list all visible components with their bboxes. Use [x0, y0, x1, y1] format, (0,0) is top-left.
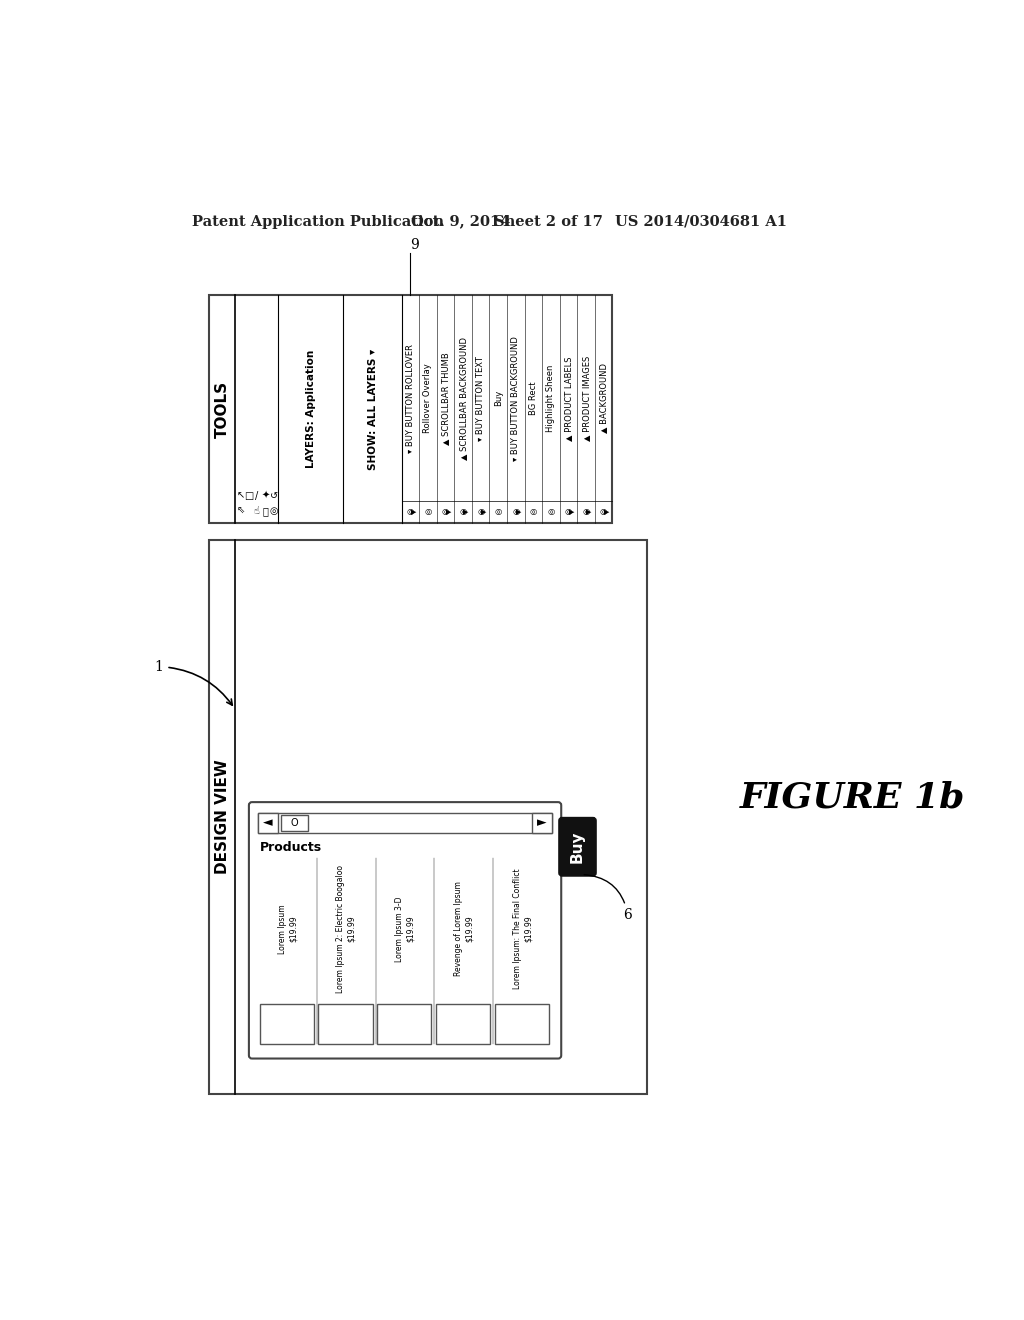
- Text: ▾ BUY BUTTON ROLLOVER: ▾ BUY BUTTON ROLLOVER: [406, 343, 415, 453]
- Text: Products: Products: [260, 841, 322, 854]
- Bar: [436, 1003, 490, 1044]
- Text: Highlight Sheen: Highlight Sheen: [547, 364, 555, 432]
- Text: ▲ BACKGROUND: ▲ BACKGROUND: [599, 363, 608, 433]
- Text: ◎: ◎: [529, 507, 537, 516]
- Text: ◎: ◎: [442, 507, 450, 516]
- FancyBboxPatch shape: [249, 803, 561, 1059]
- Bar: [318, 1003, 373, 1044]
- Bar: [377, 1003, 431, 1044]
- Text: ▶: ▶: [604, 508, 609, 515]
- Text: ▾ BUY BUTTON BACKGROUND: ▾ BUY BUTTON BACKGROUND: [511, 335, 520, 461]
- Text: ◎: ◎: [600, 507, 607, 516]
- Text: Lorem Ipsum 2: Electric Boogaloo
$19.99: Lorem Ipsum 2: Electric Boogaloo $19.99: [336, 865, 356, 993]
- Text: Buy: Buy: [570, 830, 585, 863]
- Text: ◎: ◎: [565, 507, 572, 516]
- Text: ▶: ▶: [587, 508, 592, 515]
- Text: BG Rect: BG Rect: [528, 381, 538, 414]
- Text: Patent Application Publication: Patent Application Publication: [191, 215, 443, 228]
- Bar: [260, 1003, 313, 1044]
- Text: ►: ►: [537, 816, 547, 829]
- Text: ◎: ◎: [495, 507, 502, 516]
- Text: /: /: [255, 491, 258, 500]
- Text: Lorem Ipsum 3-D
$19.99: Lorem Ipsum 3-D $19.99: [395, 896, 415, 961]
- Bar: [281, 816, 308, 830]
- Text: ▾ BUY BUTTON TEXT: ▾ BUY BUTTON TEXT: [476, 356, 485, 441]
- Text: TOOLS: TOOLS: [215, 380, 230, 438]
- Text: 1: 1: [155, 660, 232, 705]
- Text: ▲ SCROLLBAR THUMB: ▲ SCROLLBAR THUMB: [441, 352, 450, 445]
- Bar: [531, 813, 552, 833]
- FancyBboxPatch shape: [559, 817, 596, 876]
- Text: ◎: ◎: [424, 507, 431, 516]
- Text: SHOW: ALL LAYERS ▾: SHOW: ALL LAYERS ▾: [368, 348, 378, 470]
- Text: ▶: ▶: [481, 508, 486, 515]
- Text: ▶: ▶: [445, 508, 452, 515]
- Text: ▲ SCROLLBAR BACKGROUND: ▲ SCROLLBAR BACKGROUND: [459, 337, 468, 459]
- Text: ◎: ◎: [547, 507, 555, 516]
- Text: 6: 6: [584, 875, 632, 923]
- Text: Oct. 9, 2014: Oct. 9, 2014: [411, 215, 510, 228]
- Text: ☝: ☝: [254, 506, 260, 516]
- Text: ◎: ◎: [477, 507, 484, 516]
- Text: ◄: ◄: [263, 816, 273, 829]
- Text: 9: 9: [410, 239, 419, 252]
- Text: ▶: ▶: [411, 508, 416, 515]
- Text: ◎: ◎: [583, 507, 590, 516]
- Text: ↖: ↖: [238, 491, 245, 500]
- Text: US 2014/0304681 A1: US 2014/0304681 A1: [614, 215, 786, 228]
- Bar: [209, 296, 612, 523]
- Text: ◎: ◎: [407, 507, 414, 516]
- Text: ▶: ▶: [516, 508, 521, 515]
- Text: ⇖: ⇖: [238, 506, 245, 516]
- Text: ◎: ◎: [269, 506, 278, 516]
- Text: Revenge of Lorem Ipsum
$19.99: Revenge of Lorem Ipsum $19.99: [454, 882, 474, 977]
- Text: DESIGN VIEW: DESIGN VIEW: [215, 759, 230, 874]
- Text: O: O: [291, 818, 298, 828]
- Text: Lorem Ipsum
$19.99: Lorem Ipsum $19.99: [278, 904, 298, 953]
- Bar: [209, 540, 647, 1094]
- Text: ▲ PRODUCT IMAGES: ▲ PRODUCT IMAGES: [582, 355, 591, 441]
- Bar: [495, 1003, 549, 1044]
- Text: ✨: ✨: [263, 506, 269, 516]
- Text: ▲ PRODUCT LABELS: ▲ PRODUCT LABELS: [564, 356, 573, 441]
- Bar: [258, 813, 279, 833]
- Text: ✦: ✦: [262, 491, 270, 500]
- Text: □: □: [245, 491, 254, 500]
- Text: ◎: ◎: [460, 507, 467, 516]
- Text: Lorem Ipsum: The Final Conflict
$19.99: Lorem Ipsum: The Final Conflict $19.99: [512, 869, 532, 989]
- Bar: [258, 813, 552, 833]
- Text: FIGURE 1b: FIGURE 1b: [740, 780, 966, 814]
- Text: ▶: ▶: [464, 508, 469, 515]
- Text: Sheet 2 of 17: Sheet 2 of 17: [494, 215, 603, 228]
- Text: LAYERS: Application: LAYERS: Application: [305, 350, 315, 469]
- Text: ↺: ↺: [269, 491, 278, 500]
- Text: Buy: Buy: [494, 391, 503, 407]
- Text: ◎: ◎: [512, 507, 519, 516]
- Text: Rollover Overlay: Rollover Overlay: [424, 363, 432, 433]
- Text: ▶: ▶: [569, 508, 574, 515]
